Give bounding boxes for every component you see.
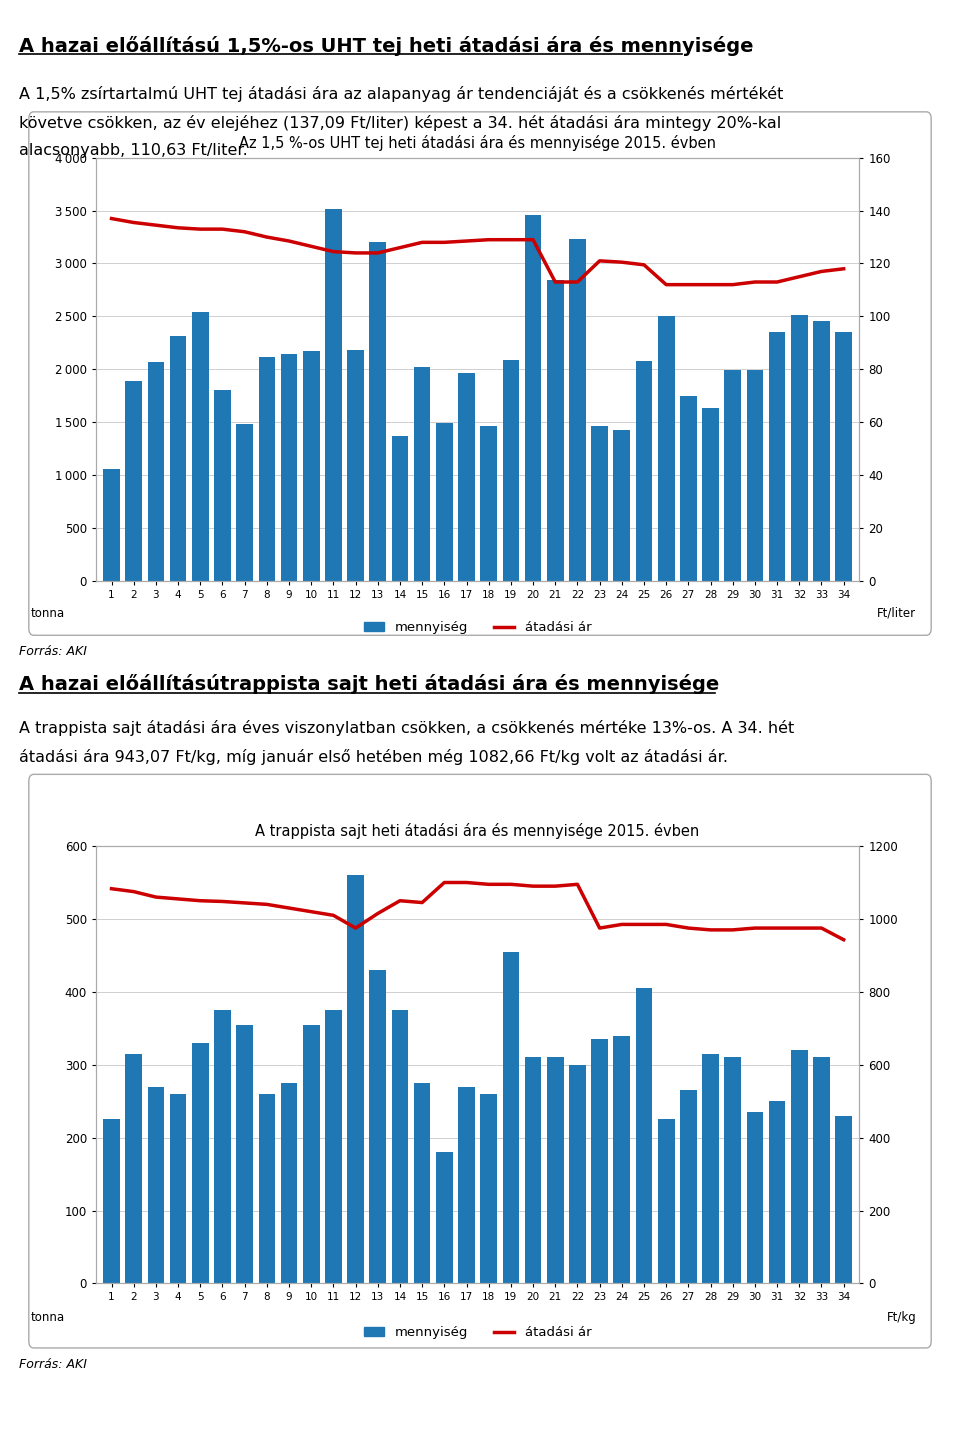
Bar <box>436 1153 453 1283</box>
Bar <box>280 1083 298 1283</box>
Bar <box>126 1054 142 1283</box>
Bar <box>370 969 386 1283</box>
Text: alacsonyabb, 110,63 Ft/liter.: alacsonyabb, 110,63 Ft/liter. <box>19 143 248 158</box>
Bar <box>414 367 430 581</box>
Bar <box>725 370 741 581</box>
Bar <box>525 215 541 581</box>
Legend: mennyiség, átadási ár: mennyiség, átadási ár <box>359 617 596 640</box>
Bar <box>813 321 829 581</box>
Bar <box>458 1087 475 1283</box>
Bar <box>591 426 608 581</box>
Bar <box>636 361 652 581</box>
Bar <box>636 988 652 1283</box>
Bar <box>414 1083 430 1283</box>
Bar <box>126 381 142 581</box>
Bar <box>303 351 320 581</box>
Bar <box>214 390 230 581</box>
Bar <box>258 357 276 581</box>
Bar <box>236 1025 253 1283</box>
Bar <box>680 1090 697 1283</box>
Bar <box>280 354 298 581</box>
Text: A hazai előállításútrappista sajt heti átadási ára és mennyisége: A hazai előállításútrappista sajt heti á… <box>19 674 719 694</box>
Bar <box>791 315 807 581</box>
Bar <box>170 337 186 581</box>
Bar <box>835 333 852 581</box>
Bar <box>791 1050 807 1283</box>
Bar <box>747 370 763 581</box>
Bar <box>569 1064 586 1283</box>
Text: követve csökken, az év elejéhez (137,09 Ft/liter) képest a 34. hét átadási ára m: követve csökken, az év elejéhez (137,09 … <box>19 115 781 130</box>
Bar <box>104 1120 120 1283</box>
Bar <box>702 409 719 581</box>
Bar <box>192 1043 208 1283</box>
Text: A hazai előállítású 1,5%-os UHT tej heti átadási ára és mennyisége: A hazai előállítású 1,5%-os UHT tej heti… <box>19 36 754 56</box>
Bar <box>747 1113 763 1283</box>
Bar <box>658 1120 675 1283</box>
Text: Forrás: AKI: Forrás: AKI <box>19 1358 87 1371</box>
Legend: mennyiség, átadási ár: mennyiség, átadási ár <box>359 1321 596 1345</box>
Bar <box>547 1057 564 1283</box>
Text: tonna: tonna <box>31 607 65 619</box>
Bar <box>725 1057 741 1283</box>
Bar <box>436 423 453 581</box>
Text: Forrás: AKI: Forrás: AKI <box>19 645 87 658</box>
Bar <box>591 1040 608 1283</box>
Text: A 1,5% zsírtartalmú UHT tej átadási ára az alapanyag ár tendenciáját és a csökke: A 1,5% zsírtartalmú UHT tej átadási ára … <box>19 86 783 102</box>
Text: Ft/kg: Ft/kg <box>887 1311 917 1324</box>
Bar <box>502 952 519 1283</box>
Bar <box>613 1035 630 1283</box>
Bar <box>104 469 120 581</box>
Bar <box>480 426 497 581</box>
Bar <box>170 1094 186 1283</box>
Bar <box>370 242 386 581</box>
Bar <box>658 317 675 581</box>
Text: A trappista sajt átadási ára éves viszonylatban csökken, a csökkenés mértéke 13%: A trappista sajt átadási ára éves viszon… <box>19 720 795 736</box>
Bar <box>148 1087 164 1283</box>
Bar <box>480 1094 497 1283</box>
Bar <box>680 396 697 581</box>
Bar <box>813 1057 829 1283</box>
Text: tonna: tonna <box>31 1311 65 1324</box>
Bar <box>525 1057 541 1283</box>
Title: A trappista sajt heti átadási ára és mennyisége 2015. évben: A trappista sajt heti átadási ára és men… <box>255 823 700 839</box>
Bar <box>303 1025 320 1283</box>
Bar <box>769 1101 785 1283</box>
Bar <box>236 424 253 581</box>
Bar <box>192 313 208 581</box>
Bar <box>569 239 586 581</box>
Bar <box>348 350 364 581</box>
Title: Az 1,5 %-os UHT tej heti átadási ára és mennyisége 2015. évben: Az 1,5 %-os UHT tej heti átadási ára és … <box>239 135 716 151</box>
Bar <box>348 875 364 1283</box>
Bar <box>392 1010 408 1283</box>
Bar <box>325 208 342 581</box>
Bar <box>458 373 475 581</box>
Bar <box>702 1054 719 1283</box>
Bar <box>148 361 164 581</box>
Text: átadási ára 943,07 Ft/kg, míg január első hetében még 1082,66 Ft/kg volt az átad: átadási ára 943,07 Ft/kg, míg január els… <box>19 749 729 764</box>
Text: Ft/liter: Ft/liter <box>877 607 917 619</box>
Bar <box>835 1116 852 1283</box>
Bar <box>502 360 519 581</box>
Bar <box>258 1094 276 1283</box>
Bar <box>325 1010 342 1283</box>
Bar <box>769 333 785 581</box>
Bar <box>613 430 630 581</box>
Bar <box>214 1010 230 1283</box>
Bar <box>392 436 408 581</box>
Bar <box>547 281 564 581</box>
